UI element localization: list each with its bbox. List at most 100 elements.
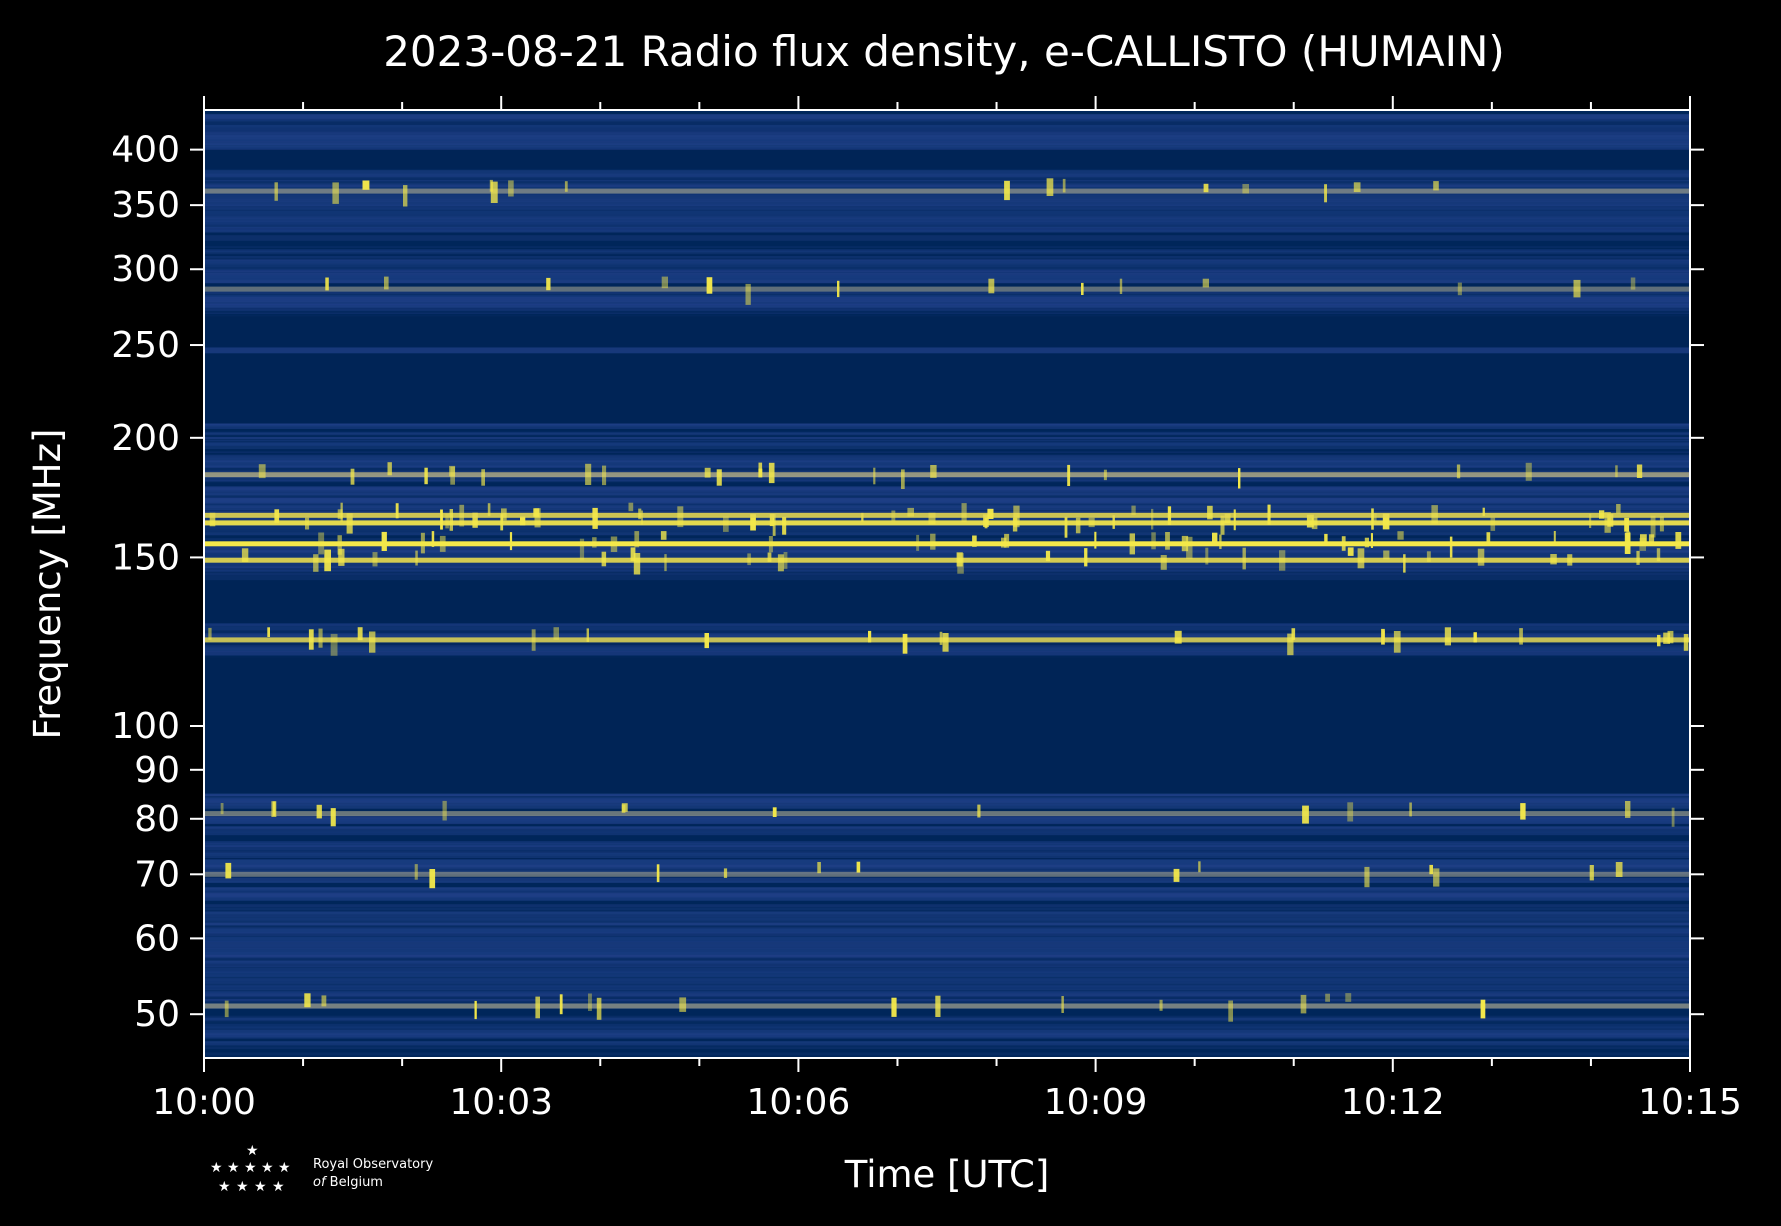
texture-band — [204, 1017, 1690, 1021]
burst-mark — [601, 551, 607, 567]
burst-mark — [1636, 550, 1640, 565]
burst-mark — [1062, 178, 1066, 193]
burst-mark — [318, 532, 325, 555]
burst-mark — [1151, 532, 1156, 550]
texture-band — [204, 470, 1690, 472]
burst-mark — [1165, 532, 1170, 550]
burst-mark — [1061, 996, 1064, 1013]
texture-band — [204, 877, 1690, 882]
burst-mark — [768, 462, 775, 484]
burst-mark — [337, 509, 343, 520]
texture-band — [204, 993, 1690, 997]
burst-mark — [1159, 999, 1163, 1011]
texture-band — [204, 460, 1690, 467]
burst-mark — [1482, 507, 1485, 516]
texture-band — [204, 303, 1690, 305]
spectrogram — [204, 113, 1690, 1056]
burst-mark — [564, 181, 568, 192]
svg-text:★: ★ — [236, 1179, 249, 1195]
burst-mark — [318, 628, 323, 648]
masked-band — [204, 657, 1690, 794]
bright-band — [204, 286, 1690, 292]
burst-mark — [209, 512, 216, 527]
texture-band — [204, 461, 1690, 465]
texture-band — [204, 224, 1690, 229]
burst-mark — [372, 552, 378, 567]
texture-band — [204, 298, 1690, 302]
texture-band — [204, 651, 1690, 656]
burst-mark — [1589, 513, 1592, 528]
burst-mark — [362, 180, 370, 190]
burst-mark — [1607, 514, 1614, 527]
masked-band — [204, 316, 1690, 347]
burst-mark — [337, 535, 342, 555]
texture-band — [204, 124, 1690, 128]
burst-mark — [1431, 505, 1438, 524]
burst-mark — [585, 463, 592, 485]
burst-mark — [942, 633, 949, 652]
bright-band — [204, 541, 1690, 547]
texture-band — [204, 1017, 1690, 1023]
texture-band — [204, 936, 1690, 941]
burst-mark — [628, 502, 634, 512]
burst-mark — [321, 995, 327, 1007]
burst-mark — [901, 469, 905, 489]
texture-band — [204, 957, 1690, 961]
texture-band — [204, 626, 1690, 632]
burst-mark — [414, 864, 418, 880]
burst-mark — [1429, 864, 1433, 875]
burst-mark — [1683, 634, 1689, 651]
burst-mark — [384, 276, 389, 290]
texture-band — [204, 904, 1690, 908]
burst-mark — [1198, 861, 1201, 873]
y-tick-label: 250 — [111, 325, 180, 366]
texture-band — [204, 561, 1690, 566]
logo-stars-icon: ★ ★ ★ ★ ★ ★ ★ ★ ★ ★ — [210, 1143, 291, 1195]
texture-band — [204, 538, 1690, 541]
burst-mark — [220, 803, 224, 815]
texture-band — [204, 476, 1690, 482]
texture-band — [204, 174, 1690, 177]
burst-mark — [916, 534, 920, 551]
burst-mark — [679, 997, 687, 1012]
x-tick-label: 10:00 — [152, 1082, 256, 1123]
texture-band — [204, 847, 1690, 851]
texture-band — [204, 961, 1690, 968]
texture-band — [204, 971, 1690, 976]
texture-band — [204, 626, 1690, 631]
texture-band — [204, 621, 1690, 626]
texture-band — [204, 460, 1690, 463]
bright-band — [204, 557, 1690, 563]
burst-mark — [1657, 634, 1661, 647]
texture-band — [204, 267, 1690, 271]
burst-mark — [1224, 513, 1231, 523]
burst-mark — [596, 997, 602, 1020]
texture-band — [204, 928, 1690, 933]
burst-mark — [716, 469, 722, 486]
burst-mark — [1202, 278, 1209, 288]
burst-mark — [431, 531, 435, 547]
burst-mark — [1341, 536, 1346, 551]
burst-mark — [1371, 508, 1374, 530]
burst-mark — [768, 536, 773, 553]
texture-band — [204, 347, 1690, 353]
burst-mark — [1675, 532, 1682, 549]
texture-band — [204, 456, 1690, 461]
burst-mark — [330, 633, 338, 656]
texture-band — [204, 818, 1690, 823]
burst-mark — [745, 283, 751, 305]
burst-mark — [338, 548, 345, 566]
burst-mark — [1242, 547, 1246, 570]
texture-band — [204, 945, 1690, 950]
texture-band — [204, 967, 1690, 973]
burst-mark — [439, 535, 446, 552]
burst-mark — [988, 278, 995, 294]
burst-mark — [1370, 533, 1373, 548]
burst-mark — [1067, 464, 1071, 486]
burst-mark — [1477, 548, 1485, 566]
texture-band — [204, 128, 1690, 133]
texture-band — [204, 192, 1690, 198]
burst-mark — [1553, 531, 1556, 543]
texture-band — [204, 869, 1690, 874]
texture-band — [204, 931, 1690, 937]
